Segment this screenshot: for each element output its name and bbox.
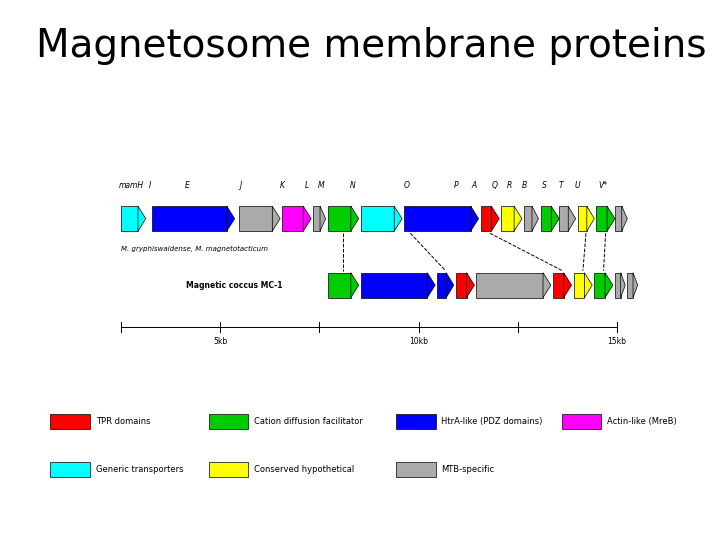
Bar: [282, 206, 303, 231]
Text: B: B: [521, 180, 526, 190]
Text: M: M: [318, 180, 325, 190]
Bar: [477, 273, 543, 298]
Text: mamH: mamH: [119, 180, 144, 190]
Bar: [313, 206, 320, 231]
Bar: [615, 273, 621, 298]
Text: Generic transporters: Generic transporters: [96, 465, 184, 474]
Polygon shape: [227, 206, 235, 231]
Bar: [121, 206, 138, 231]
Polygon shape: [633, 273, 638, 298]
Polygon shape: [427, 273, 435, 298]
Text: 10kb: 10kb: [409, 337, 428, 346]
Text: S: S: [542, 180, 547, 190]
Text: Q: Q: [492, 180, 498, 190]
Text: Actin-like (MreB): Actin-like (MreB): [607, 417, 677, 426]
Bar: [574, 273, 585, 298]
Polygon shape: [585, 273, 592, 298]
Text: 5kb: 5kb: [213, 337, 228, 346]
Bar: [553, 273, 564, 298]
Polygon shape: [272, 206, 280, 231]
Bar: [615, 206, 622, 231]
Polygon shape: [552, 206, 559, 231]
Polygon shape: [351, 206, 359, 231]
Text: T: T: [559, 180, 564, 190]
Text: O: O: [403, 180, 409, 190]
Text: Cation diffusion facilitator: Cation diffusion facilitator: [254, 417, 363, 426]
Text: V*: V*: [598, 180, 607, 190]
Polygon shape: [471, 206, 479, 231]
Polygon shape: [621, 273, 625, 298]
Polygon shape: [564, 273, 572, 298]
Text: HtrA-like (PDZ domains): HtrA-like (PDZ domains): [441, 417, 543, 426]
Polygon shape: [622, 206, 627, 231]
Text: MTB-specific: MTB-specific: [441, 465, 495, 474]
Text: 15kb: 15kb: [608, 337, 626, 346]
Polygon shape: [138, 206, 145, 231]
Polygon shape: [568, 206, 576, 231]
Bar: [559, 206, 568, 231]
Bar: [577, 206, 587, 231]
Text: U: U: [575, 180, 580, 190]
Polygon shape: [351, 273, 359, 298]
Polygon shape: [395, 206, 402, 231]
Bar: [152, 206, 227, 231]
Text: N: N: [350, 180, 356, 190]
Bar: [404, 206, 471, 231]
Text: Conserved hypothetical: Conserved hypothetical: [254, 465, 354, 474]
Text: I: I: [149, 180, 151, 190]
Text: L: L: [305, 180, 309, 190]
Polygon shape: [607, 206, 615, 231]
Bar: [328, 273, 351, 298]
Bar: [594, 273, 605, 298]
Bar: [437, 273, 446, 298]
Polygon shape: [587, 206, 594, 231]
Polygon shape: [446, 273, 454, 298]
Bar: [541, 206, 552, 231]
Bar: [361, 206, 395, 231]
Text: P: P: [454, 180, 458, 190]
Bar: [328, 206, 351, 231]
Bar: [627, 273, 633, 298]
Text: R: R: [507, 180, 512, 190]
Bar: [456, 273, 467, 298]
Polygon shape: [320, 206, 325, 231]
Text: K: K: [279, 180, 284, 190]
Bar: [480, 206, 491, 231]
Bar: [524, 206, 532, 231]
Polygon shape: [467, 273, 474, 298]
Text: E: E: [185, 180, 189, 190]
Bar: [239, 206, 272, 231]
Bar: [596, 206, 607, 231]
Bar: [361, 273, 427, 298]
Text: M. gryphiswaldense, M. magnetotacticum: M. gryphiswaldense, M. magnetotacticum: [121, 246, 268, 252]
Polygon shape: [491, 206, 499, 231]
Text: J: J: [240, 180, 242, 190]
Text: Magnetosome membrane proteins: Magnetosome membrane proteins: [36, 27, 706, 65]
Bar: [501, 206, 514, 231]
Polygon shape: [303, 206, 311, 231]
Polygon shape: [543, 273, 551, 298]
Polygon shape: [605, 273, 613, 298]
Text: TPR domains: TPR domains: [96, 417, 150, 426]
Text: A: A: [472, 180, 477, 190]
Text: Magnetic coccus MC-1: Magnetic coccus MC-1: [186, 281, 282, 289]
Polygon shape: [514, 206, 522, 231]
Polygon shape: [532, 206, 539, 231]
